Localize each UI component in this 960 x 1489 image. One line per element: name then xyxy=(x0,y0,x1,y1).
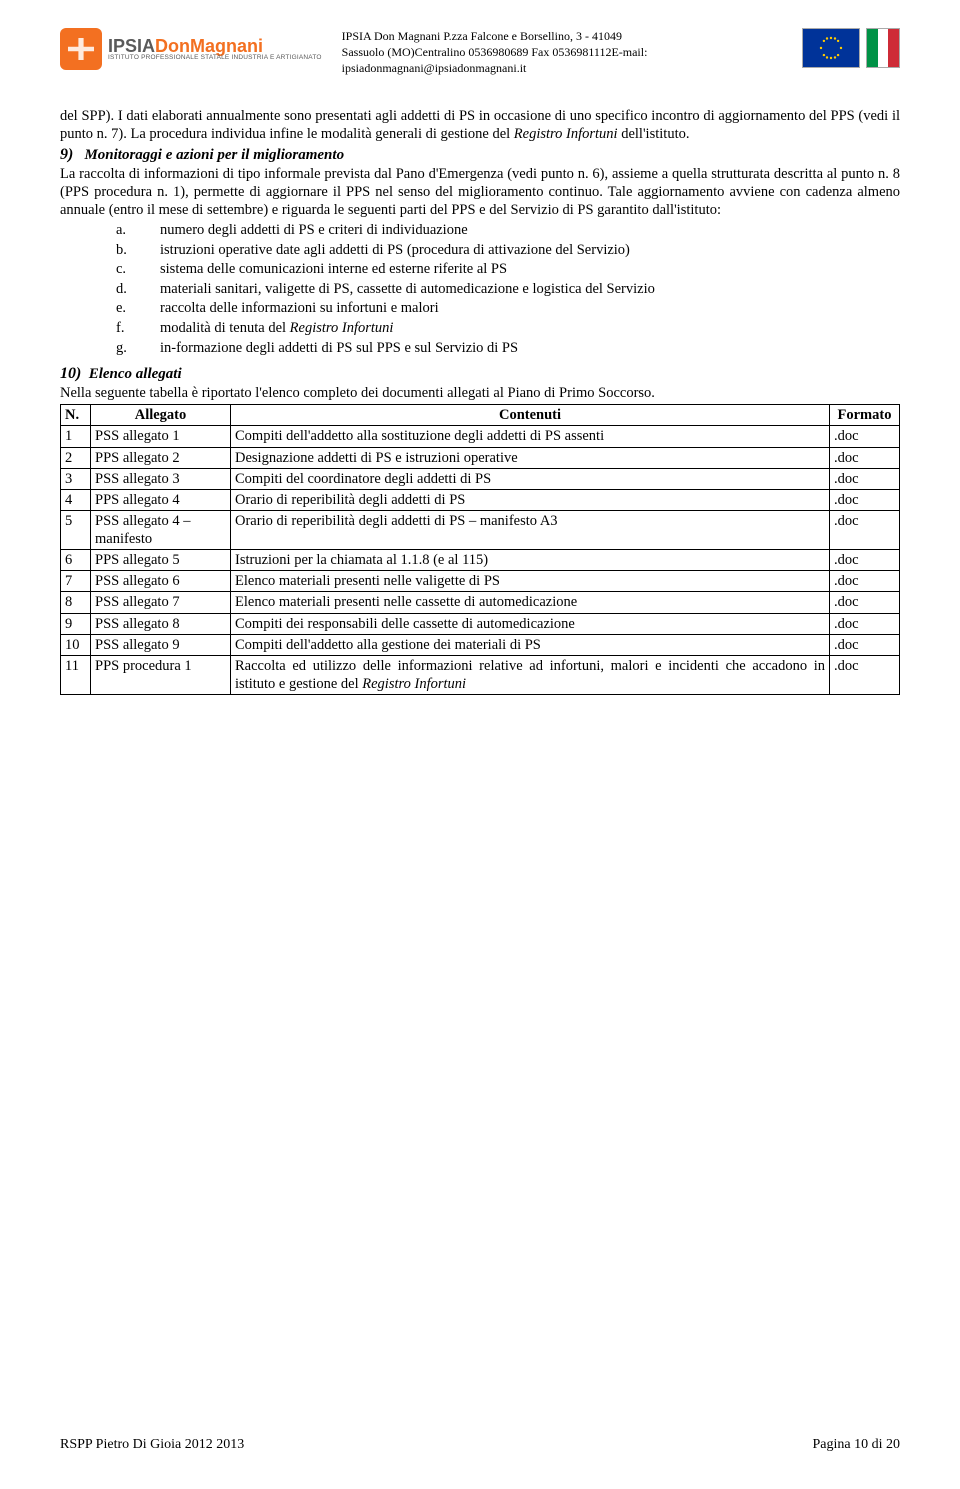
logo-line1b: DonMagnani xyxy=(155,36,263,56)
address-line1: IPSIA Don Magnani P.zza Falcone e Borsel… xyxy=(342,28,782,44)
list-item: e.raccolta delle informazioni su infortu… xyxy=(160,299,900,319)
list-item: b.istruzioni operative date agli addetti… xyxy=(160,241,900,261)
footer-right: Pagina 10 di 20 xyxy=(813,1437,901,1453)
logo-line1a: IPSIA xyxy=(108,36,155,56)
col-allegato: Allegato xyxy=(91,405,231,426)
section-10-intro: Nella seguente tabella è riportato l'ele… xyxy=(60,384,900,402)
logo-icon xyxy=(60,28,102,70)
header-flags xyxy=(802,28,900,68)
body-content: del SPP). I dati elaborati annualmente s… xyxy=(60,107,900,695)
flag-it-icon xyxy=(866,28,900,68)
list-item: a.numero degli addetti di PS e criteri d… xyxy=(160,221,900,241)
col-contenuti: Contenuti xyxy=(231,405,830,426)
lettered-list: a.numero degli addetti di PS e criteri d… xyxy=(60,221,900,358)
table-row: 9PSS allegato 8Compiti dei responsabili … xyxy=(61,613,900,634)
list-item: f.modalità di tenuta del Registro Infort… xyxy=(160,319,900,339)
table-row: 5PSS allegato 4 – manifestoOrario di rep… xyxy=(61,510,900,549)
table-row: 2PPS allegato 2Designazione addetti di P… xyxy=(61,447,900,468)
section-9-paragraph: La raccolta di informazioni di tipo info… xyxy=(60,165,900,219)
institution-logo: IPSIADonMagnani ISTITUTO PROFESSIONALE S… xyxy=(60,28,322,70)
header-address: IPSIA Don Magnani P.zza Falcone e Borsel… xyxy=(342,28,782,77)
table-row: 4PPS allegato 4Orario di reperibilità de… xyxy=(61,489,900,510)
footer-left: RSPP Pietro Di Gioia 2012 2013 xyxy=(60,1437,244,1453)
table-row: 10PSS allegato 9Compiti dell'addetto all… xyxy=(61,634,900,655)
flag-eu-icon xyxy=(802,28,860,68)
table-row: 1PSS allegato 1Compiti dell'addetto alla… xyxy=(61,426,900,447)
address-line3: ipsiadonmagnani@ipsiadonmagnani.it xyxy=(342,60,782,76)
attachments-table: N. Allegato Contenuti Formato 1PSS alleg… xyxy=(60,404,900,695)
logo-line2: ISTITUTO PROFESSIONALE STATALE INDUSTRIA… xyxy=(108,55,322,62)
list-item: g.in-formazione degli addetti di PS sul … xyxy=(160,339,900,359)
table-row: 7PSS allegato 6Elenco materiali presenti… xyxy=(61,571,900,592)
list-item: d.materiali sanitari, valigette di PS, c… xyxy=(160,280,900,300)
table-row: 3PSS allegato 3Compiti del coordinatore … xyxy=(61,468,900,489)
col-n: N. xyxy=(61,405,91,426)
page-header: IPSIADonMagnani ISTITUTO PROFESSIONALE S… xyxy=(60,28,900,77)
list-item: c.sistema delle comunicazioni interne ed… xyxy=(160,260,900,280)
page: IPSIADonMagnani ISTITUTO PROFESSIONALE S… xyxy=(0,0,960,1489)
table-row: 8PSS allegato 7Elenco materiali presenti… xyxy=(61,592,900,613)
table-row: 6PPS allegato 5Istruzioni per la chiamat… xyxy=(61,550,900,571)
table-row: 11 PPS procedura 1 Raccolta ed utilizzo … xyxy=(61,655,900,694)
section-9-heading: 9) Monitoraggi e azioni per il miglioram… xyxy=(60,145,900,165)
table-body: 1PSS allegato 1Compiti dell'addetto alla… xyxy=(61,426,900,695)
table-header-row: N. Allegato Contenuti Formato xyxy=(61,405,900,426)
logo-text: IPSIADonMagnani ISTITUTO PROFESSIONALE S… xyxy=(108,37,322,62)
paragraph-continuation: del SPP). I dati elaborati annualmente s… xyxy=(60,107,900,143)
col-formato: Formato xyxy=(830,405,900,426)
address-line2: Sassuolo (MO)Centralino 0536980689 Fax 0… xyxy=(342,44,782,60)
section-10-heading: 10) Elenco allegati xyxy=(60,364,900,384)
page-footer: RSPP Pietro Di Gioia 2012 2013 Pagina 10… xyxy=(60,1437,900,1453)
